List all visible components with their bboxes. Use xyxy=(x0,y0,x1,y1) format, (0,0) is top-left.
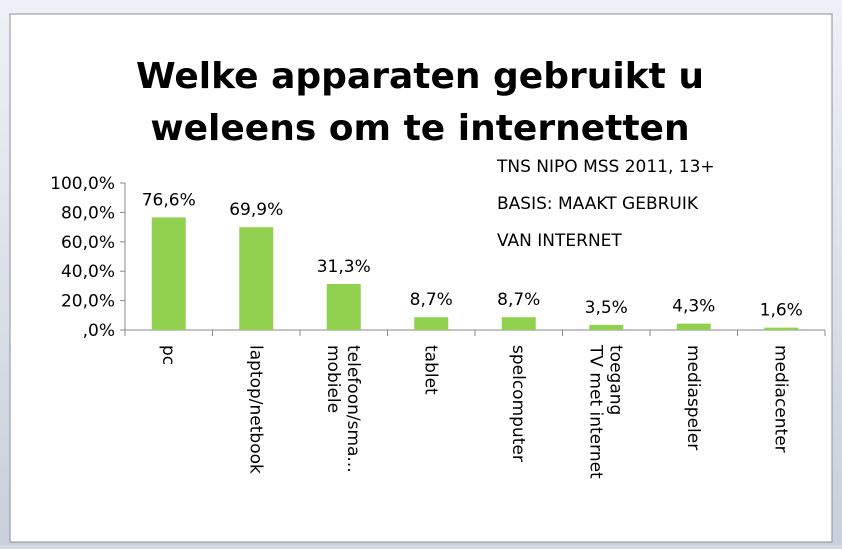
x-tick-label: mediacenter xyxy=(770,345,790,453)
y-tick-label: 40,0% xyxy=(61,262,115,282)
x-tick-label: laptop/netbook xyxy=(245,345,265,474)
value-label: 8,7% xyxy=(410,290,453,310)
chart-title: Welke apparaten gebruikt u xyxy=(136,56,704,97)
y-tick-label: 20,0% xyxy=(61,292,115,312)
bar xyxy=(414,317,449,330)
x-tick-label: mediaspeler xyxy=(683,345,703,450)
annotation: TNS NIPO MSS 2011, 13+ xyxy=(496,157,715,177)
bar xyxy=(239,227,274,330)
y-tick-label: 100,0% xyxy=(50,174,115,194)
y-tick-label: 60,0% xyxy=(61,233,115,253)
y-tick-label: ,0% xyxy=(83,321,115,341)
annotation: VAN INTERNET xyxy=(497,231,622,251)
x-tick-label: pc xyxy=(158,345,178,365)
value-label: 76,6% xyxy=(142,190,196,210)
bar xyxy=(326,283,361,330)
chart-panel xyxy=(9,13,833,543)
bar xyxy=(501,317,536,330)
annotation: BASIS: MAAKT GEBRUIK xyxy=(497,194,699,214)
value-label: 31,3% xyxy=(317,257,371,277)
bar xyxy=(151,217,186,330)
x-tick-label: mobieletelefoon/sma... xyxy=(323,345,363,473)
chart-title: weleens om te internetten xyxy=(150,108,689,149)
bar xyxy=(676,323,711,330)
bar xyxy=(589,324,624,330)
x-tick-label: spelcomputer xyxy=(508,345,528,462)
bar xyxy=(764,327,799,330)
value-label: 69,9% xyxy=(229,200,283,220)
value-label: 3,5% xyxy=(585,298,628,318)
y-tick-label: 80,0% xyxy=(61,203,115,223)
x-tick-label: TV met internettoegang xyxy=(585,344,625,479)
x-tick-label: tablet xyxy=(420,345,440,395)
value-label: 8,7% xyxy=(497,290,540,310)
value-label: 1,6% xyxy=(760,301,803,321)
value-label: 4,3% xyxy=(672,297,715,317)
